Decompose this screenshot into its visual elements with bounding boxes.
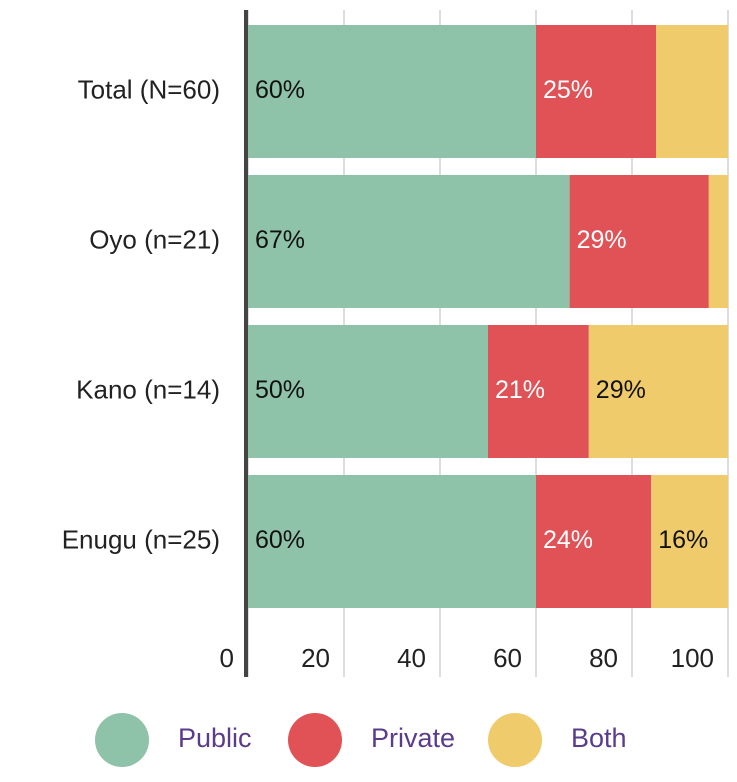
legend-label: Public [178,723,252,753]
bar-segment [656,25,728,158]
bar-segment [588,325,728,458]
bar-segment [248,175,570,308]
category-label: Oyo (n=21) [89,224,220,254]
bar-segment [708,175,728,308]
legend-label: Private [371,723,455,753]
value-label: 60% [255,526,305,554]
bar-segment [536,25,656,158]
value-label: 25% [543,76,593,104]
value-label: 50% [255,376,305,404]
x-tick-label: 60 [493,643,522,673]
bar-segment [248,475,536,608]
bar-segment [536,475,652,608]
value-label: 29% [596,376,646,404]
category-label: Total (N=60) [78,74,220,104]
legend-label: Both [571,723,627,753]
value-label: 24% [543,526,593,554]
value-label: 60% [255,76,305,104]
legend-swatch [488,713,542,767]
bar-segment [488,325,589,458]
legend-swatch [288,713,342,767]
value-label: 67% [255,226,305,254]
x-tick-label: 100 [671,643,714,673]
category-label: Kano (n=14) [76,374,220,404]
bar-segment [569,175,709,308]
x-tick-label: 80 [589,643,618,673]
category-label: Enugu (n=25) [62,524,220,554]
value-label: 16% [658,526,708,554]
value-label: 29% [577,226,627,254]
x-tick-label: 0 [220,643,234,673]
legend-swatch [95,713,149,767]
bar-segment [248,325,488,458]
bar-segment [651,475,728,608]
x-tick-label: 40 [397,643,426,673]
bar-segment [248,25,536,158]
value-label: 21% [495,376,545,404]
x-tick-label: 20 [301,643,330,673]
